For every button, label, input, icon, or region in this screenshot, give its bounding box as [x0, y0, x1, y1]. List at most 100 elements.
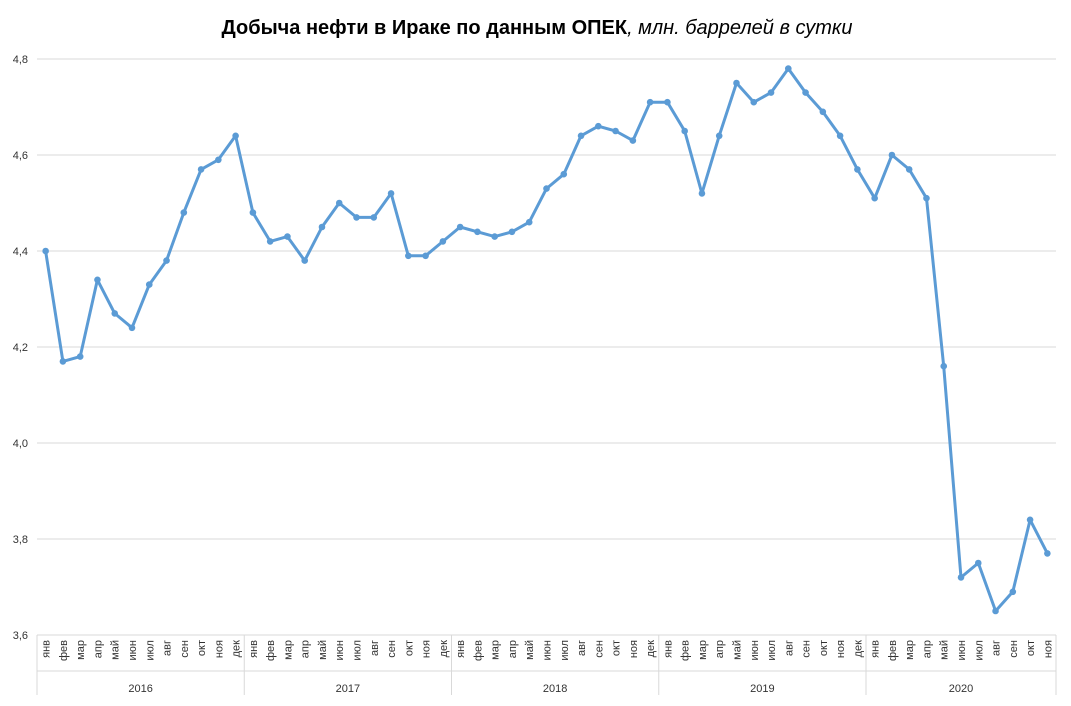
- data-point: [508, 228, 516, 236]
- data-point: [439, 238, 447, 245]
- month-tick-label: сен: [593, 640, 605, 658]
- month-tick-label: июл: [559, 640, 571, 661]
- year-label: 2020: [949, 683, 973, 695]
- data-point: [94, 276, 101, 284]
- month-tick-label: дек: [231, 640, 243, 658]
- month-tick-label: ноя: [213, 640, 225, 658]
- month-tick-label: май: [110, 640, 122, 660]
- data-point: [1044, 550, 1051, 557]
- data-point: [163, 257, 170, 264]
- data-point: [59, 358, 67, 365]
- data-point: [197, 166, 205, 173]
- month-tick-label: сен: [179, 640, 191, 658]
- data-point: [249, 209, 257, 216]
- chart-title-main: Добыча нефти в Ираке по данным ОПЕК: [222, 17, 628, 39]
- month-tick-label: дек: [645, 640, 657, 658]
- month-tick-label: фев: [887, 640, 899, 661]
- y-axis: 3,6 3,8 4,0 4,2 4,4 4,6 4,8: [13, 54, 28, 642]
- data-point: [405, 252, 412, 260]
- data-point: [733, 79, 740, 87]
- data-point: [715, 132, 723, 140]
- month-tick-label: фев: [680, 640, 692, 661]
- data-point: [974, 559, 982, 567]
- data-point: [42, 247, 49, 255]
- data-point: [957, 574, 965, 581]
- data-point: [698, 190, 706, 197]
- month-tick-label: июл: [766, 640, 778, 661]
- series-line: [44, 67, 1049, 613]
- data-point: [284, 233, 291, 240]
- data-point: [664, 98, 671, 106]
- month-tick-label: янв: [455, 640, 467, 658]
- data-point: [767, 89, 775, 96]
- month-tick-label: янв: [870, 640, 882, 658]
- month-tick-label: июн: [542, 640, 554, 660]
- month-tick-label: янв: [248, 640, 260, 658]
- series-polyline: [44, 67, 1049, 613]
- month-tick-label: фев: [58, 640, 70, 661]
- data-point: [784, 65, 792, 72]
- series-points: [42, 65, 1051, 615]
- month-tick-label: янв: [41, 640, 53, 658]
- month-tick-label: янв: [662, 640, 674, 658]
- month-tick-label: июн: [749, 640, 761, 660]
- y-tick-label: 4,8: [13, 54, 28, 66]
- month-tick-label: июл: [144, 640, 156, 661]
- month-tick-label: июл: [973, 640, 985, 661]
- data-point: [215, 156, 222, 164]
- data-point: [387, 190, 395, 197]
- y-tick-label: 4,4: [13, 246, 28, 258]
- data-point: [1026, 516, 1034, 524]
- month-tick-label: авг: [369, 640, 381, 656]
- data-point: [854, 166, 861, 173]
- data-point: [595, 122, 602, 130]
- data-point: [905, 166, 913, 173]
- month-tick-label: окт: [403, 640, 415, 656]
- data-point: [560, 170, 568, 178]
- month-tick-label: май: [939, 640, 951, 660]
- month-tick-label: ноя: [421, 640, 433, 658]
- data-point: [456, 223, 464, 231]
- year-label: 2016: [128, 683, 152, 695]
- month-tick-label: мар: [282, 640, 294, 660]
- data-point: [266, 238, 274, 245]
- month-tick-label: сен: [801, 640, 813, 658]
- month-tick-label: дек: [438, 640, 450, 658]
- month-tick-label: окт: [196, 640, 208, 656]
- data-point: [836, 132, 844, 140]
- chart-title-units: , млн. баррелей в сутки: [627, 17, 852, 39]
- month-tick-label: авг: [783, 640, 795, 656]
- gridlines: [37, 58, 1056, 636]
- month-tick-label: ноя: [1042, 640, 1054, 658]
- month-tick-label: апр: [92, 640, 104, 658]
- year-label: 2018: [543, 683, 567, 695]
- month-tick-label: ноя: [835, 640, 847, 658]
- data-point: [318, 223, 326, 231]
- data-point: [128, 324, 136, 332]
- data-point: [577, 132, 585, 140]
- y-tick-label: 4,2: [13, 342, 28, 354]
- month-tick-label: окт: [611, 640, 623, 656]
- data-point: [646, 98, 654, 106]
- data-point: [888, 151, 896, 159]
- month-tick-label: мар: [490, 640, 502, 660]
- month-tick-label: авг: [576, 640, 588, 656]
- month-tick-label: мар: [904, 640, 916, 660]
- data-point: [543, 185, 550, 192]
- data-point: [629, 137, 637, 144]
- month-tick-label: июн: [127, 640, 139, 660]
- month-tick-label: окт: [818, 640, 830, 656]
- data-point: [145, 281, 153, 288]
- data-point: [819, 108, 827, 116]
- data-point: [422, 252, 429, 260]
- month-tick-label: дек: [852, 640, 864, 658]
- month-tick-label: апр: [300, 640, 312, 658]
- month-tick-label: июн: [334, 640, 346, 660]
- data-point: [940, 362, 948, 370]
- month-tick-label: фев: [472, 640, 484, 661]
- month-tick-label: фев: [265, 640, 277, 661]
- month-tick-label: июн: [956, 640, 968, 660]
- y-tick-label: 3,8: [13, 534, 28, 546]
- data-point: [232, 132, 239, 140]
